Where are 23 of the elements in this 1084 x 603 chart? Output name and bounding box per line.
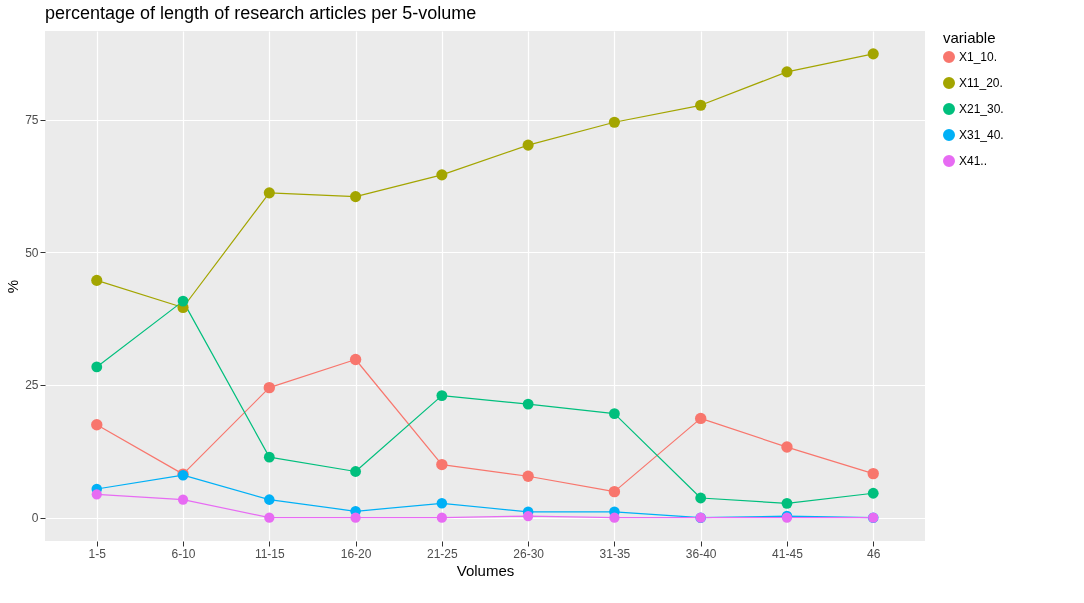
x-tick-label: 36-40: [685, 546, 717, 561]
x-tick-label: 16-20: [340, 546, 372, 561]
y-tick-label: 25: [25, 378, 39, 393]
x-tick-label: 26-30: [513, 546, 545, 561]
y-tick-label: 75: [25, 113, 39, 128]
chart-title: percentage of length of research articles per 5-volume: [45, 3, 477, 23]
legend-label: X41..: [959, 154, 988, 168]
x-tick-label: 21-25: [427, 546, 459, 561]
legend-label: X1_10.: [959, 50, 998, 64]
legend-title: variable: [943, 29, 996, 46]
y-axis-title: %: [4, 279, 22, 294]
legend-label: X21_30.: [959, 102, 1004, 116]
x-tick-label: 41-45: [772, 546, 804, 561]
x-tick-label: 6-10: [171, 546, 196, 561]
legend-label: X11_20.: [959, 76, 1003, 90]
legend-label: X31_40.: [959, 128, 1004, 142]
x-axis-title: Volumes: [456, 561, 515, 579]
x-tick-label: 11-15: [254, 546, 286, 561]
y-tick-label: 50: [25, 245, 39, 260]
x-tick-label: 31-35: [599, 546, 631, 561]
x-tick-label: 46: [867, 546, 881, 561]
y-tick-label: 0: [31, 511, 39, 526]
x-tick-label: 1-5: [88, 546, 107, 561]
